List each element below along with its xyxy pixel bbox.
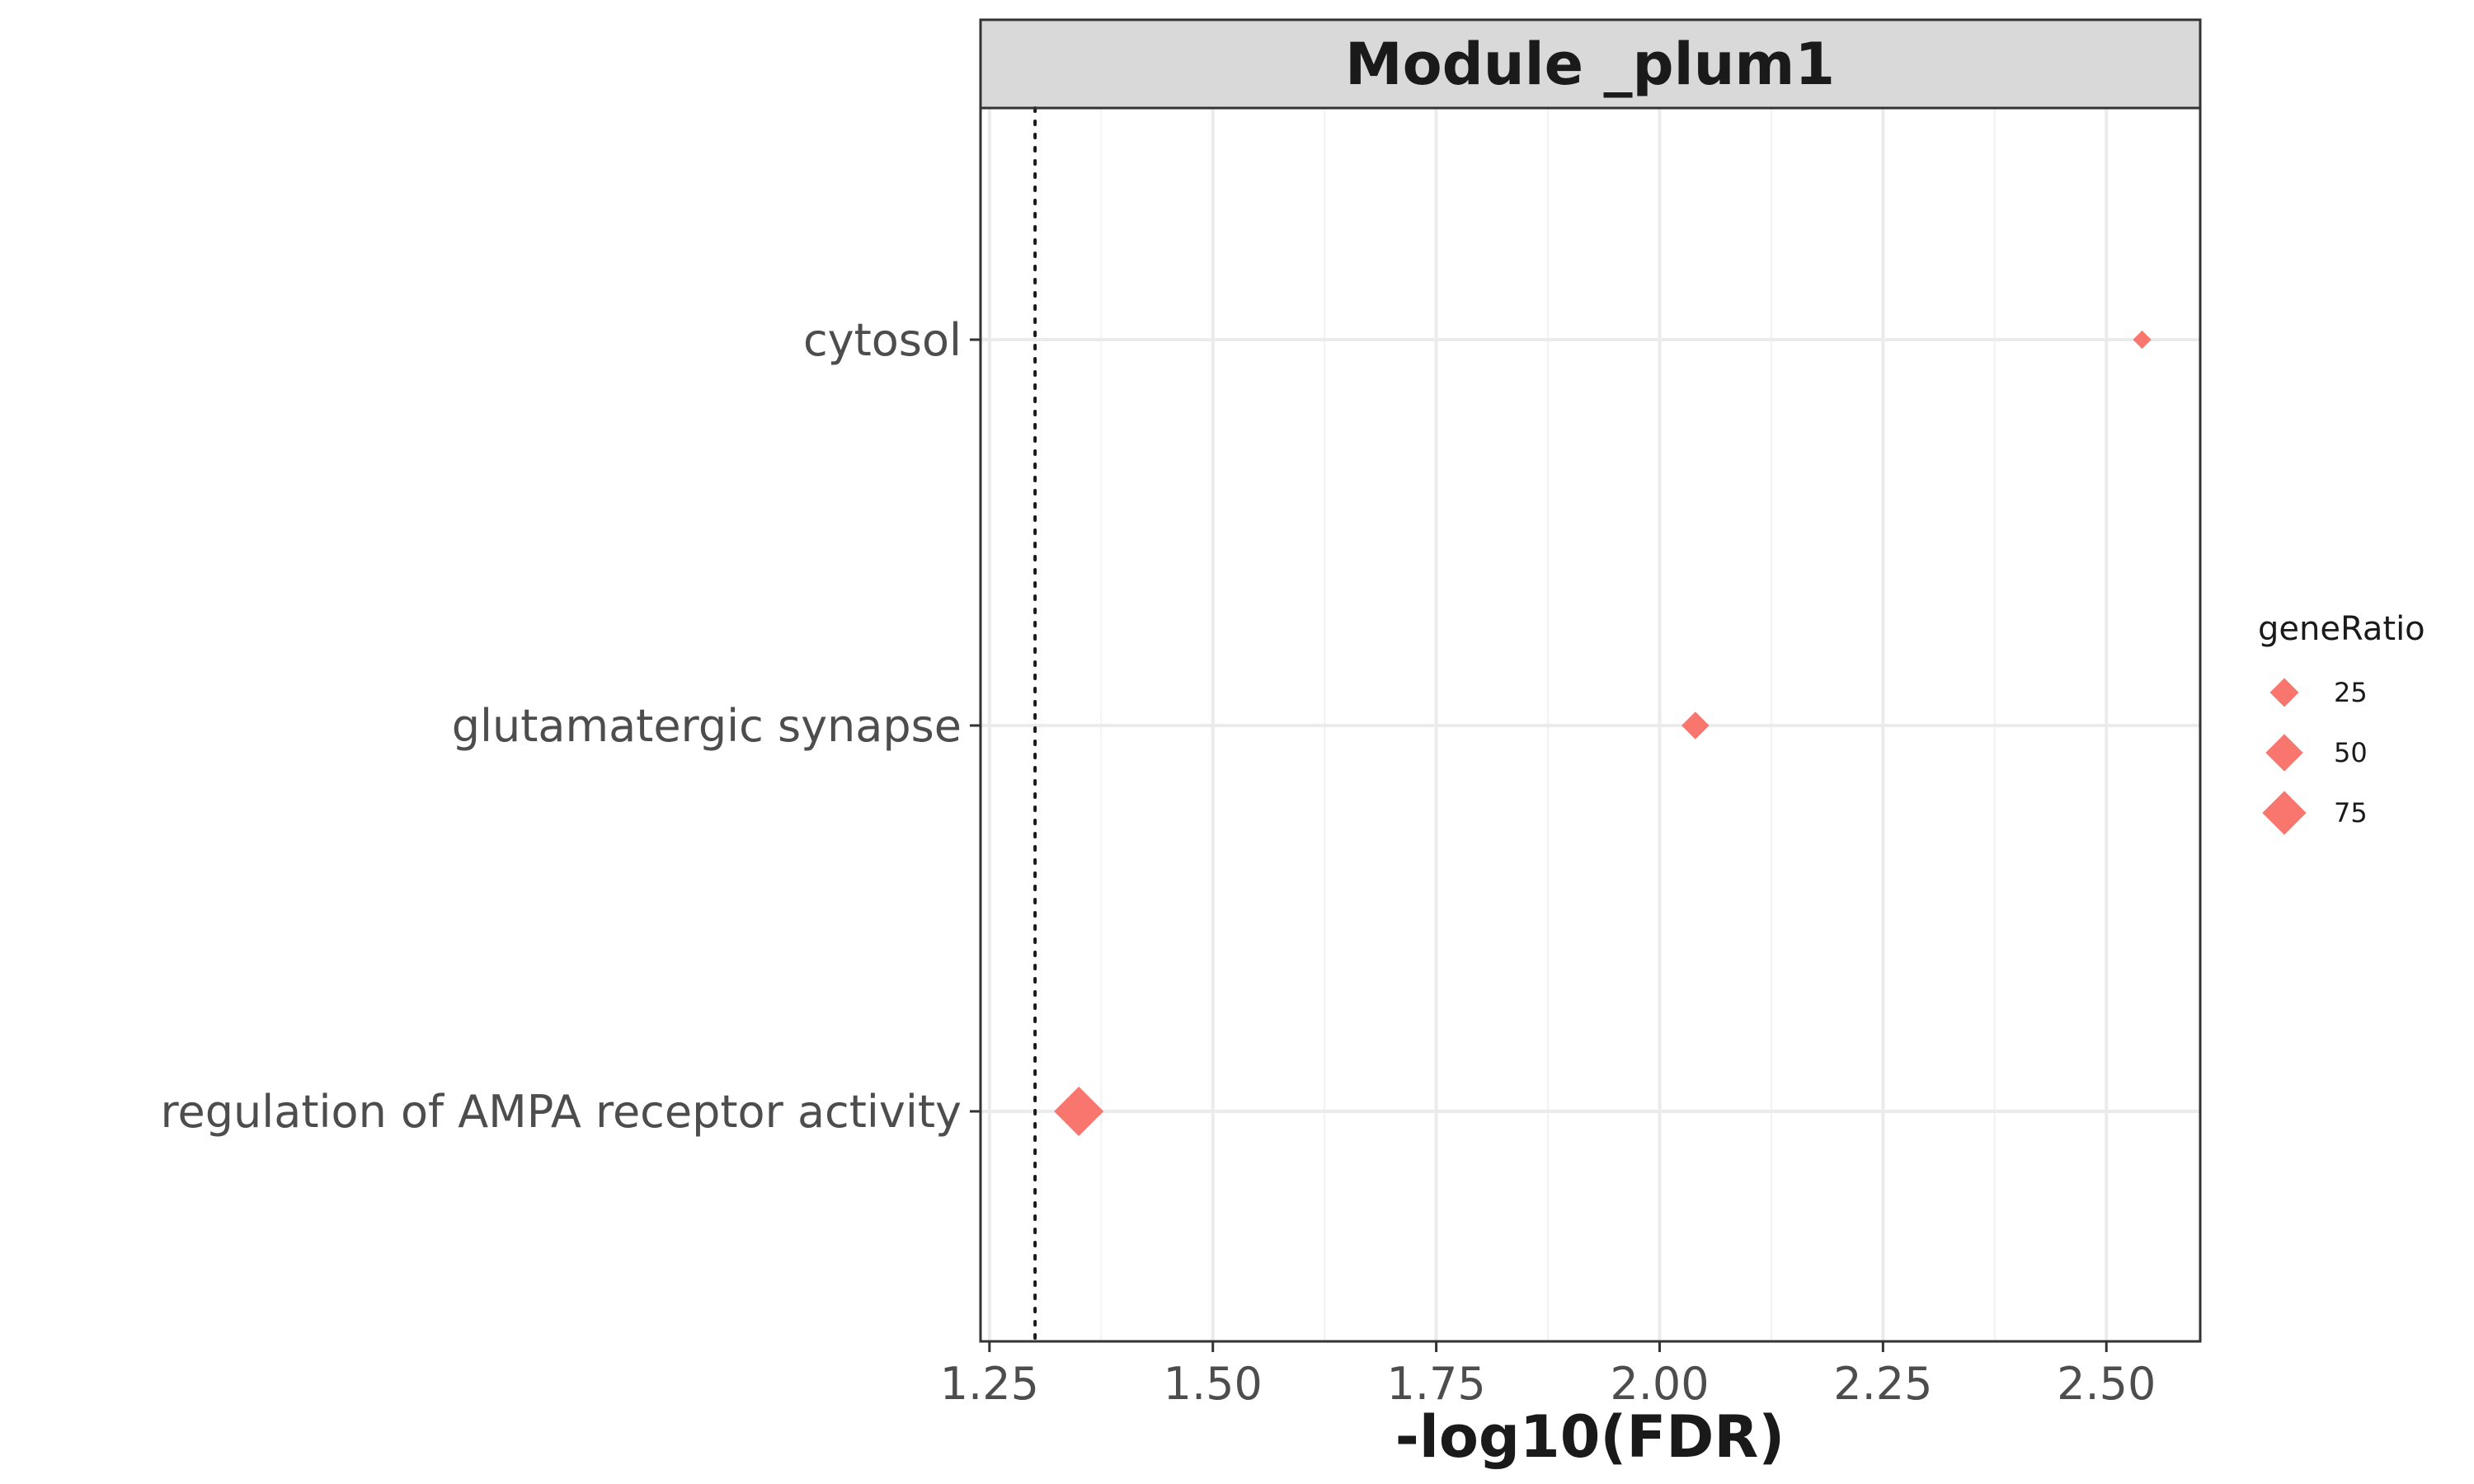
legend-label: 25: [2334, 677, 2368, 708]
y-axis-ticks: cytosol glutamatergic synapse regulation o…: [161, 314, 981, 1138]
data-point: [1054, 1087, 1104, 1136]
x-axis-title: -log10(FDR): [1395, 1403, 1785, 1471]
facet-title: Module _plum1: [1345, 31, 1835, 98]
facet-strip: [979, 18, 2202, 110]
legend: geneRatio 25 50 75: [2258, 610, 2425, 835]
x-tick-label: 1.50: [1164, 1358, 1263, 1410]
category-label: regulation of AMPA receptor activity: [161, 1086, 962, 1138]
legend-key: [2265, 734, 2303, 772]
data-point: [2133, 330, 2152, 350]
legend-key: [2269, 678, 2299, 707]
data-point: [1681, 711, 1710, 740]
x-tick-label: 2.25: [1833, 1358, 1932, 1410]
major-grid: [981, 108, 2200, 1341]
x-tick-label: 2.00: [1610, 1358, 1709, 1410]
legend-title: geneRatio: [2258, 610, 2425, 648]
x-tick-label: 2.50: [2057, 1358, 2156, 1410]
data-points: [1054, 330, 2152, 1136]
x-tick-label: 1.75: [1386, 1358, 1485, 1410]
x-tick-label: 1.25: [940, 1358, 1039, 1410]
legend-label: 50: [2334, 737, 2368, 768]
legend-key: [2262, 791, 2307, 835]
legend-label: 75: [2334, 797, 2368, 829]
x-axis-ticks: 1.25 1.50 1.75 2.00 2.25 2.50: [940, 1341, 2156, 1410]
category-label: cytosol: [803, 314, 962, 366]
category-label: glutamatergic synapse: [452, 700, 962, 752]
